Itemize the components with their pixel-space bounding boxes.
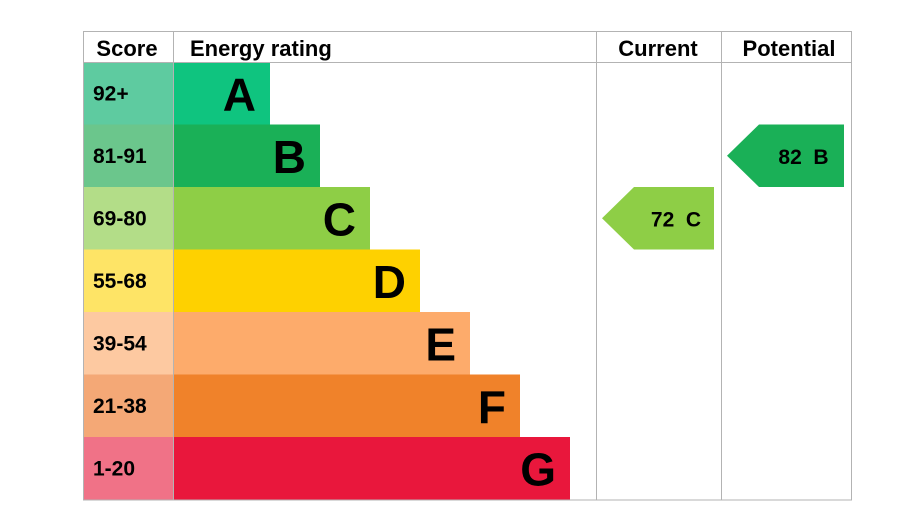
rating-bar-a: [173, 62, 270, 125]
rating-bar-b: [173, 124, 320, 187]
score-cell-d: [83, 249, 173, 312]
rating-letter-c: C: [323, 193, 356, 245]
potential-rating-label: 82 B: [778, 146, 828, 169]
score-cell-g: [83, 437, 173, 500]
score-range-b: 81-91: [93, 145, 147, 168]
current-rating-label: 72 C: [651, 208, 701, 231]
grid-lines: [83, 31, 852, 501]
current-header: Current: [618, 36, 698, 61]
rating-bar-g: [173, 437, 570, 500]
rating-letter-f: F: [478, 381, 506, 433]
rating-bar-e: [173, 312, 470, 375]
score-cell-f: [83, 374, 173, 437]
score-cell-b: [83, 124, 173, 187]
rating-letter-a: A: [223, 68, 256, 120]
score-range-d: 55-68: [93, 270, 147, 293]
score-cell-a: [83, 62, 173, 125]
score-range-e: 39-54: [93, 332, 147, 355]
rating-letter-d: D: [373, 256, 406, 308]
potential-arrow: [727, 124, 844, 187]
score-range-a: 92+: [93, 82, 129, 105]
score-cell-c: [83, 187, 173, 250]
score-header: Score: [96, 36, 157, 61]
chart-border: [83, 31, 852, 501]
rating-bar-c: [173, 187, 370, 250]
energy-rating-header: Energy rating: [190, 36, 332, 61]
current-arrow: [602, 187, 714, 250]
score-range-f: 21-38: [93, 395, 147, 418]
rating-rows: 92+ A 81-91 B 69-80 C 55-68 D 39-54 E 21-38 F 1-20 G: [83, 62, 570, 500]
rating-letter-b: B: [273, 131, 306, 183]
rating-bar-d: [173, 249, 420, 312]
score-cell-e: [83, 312, 173, 375]
rating-letter-g: G: [520, 443, 556, 495]
rating-bar-f: [173, 374, 520, 437]
score-range-c: 69-80: [93, 207, 147, 230]
rating-arrows: 72 C 82 B: [602, 124, 844, 250]
potential-header: Potential: [743, 36, 836, 61]
rating-letter-e: E: [425, 318, 456, 370]
score-range-g: 1-20: [93, 457, 135, 480]
